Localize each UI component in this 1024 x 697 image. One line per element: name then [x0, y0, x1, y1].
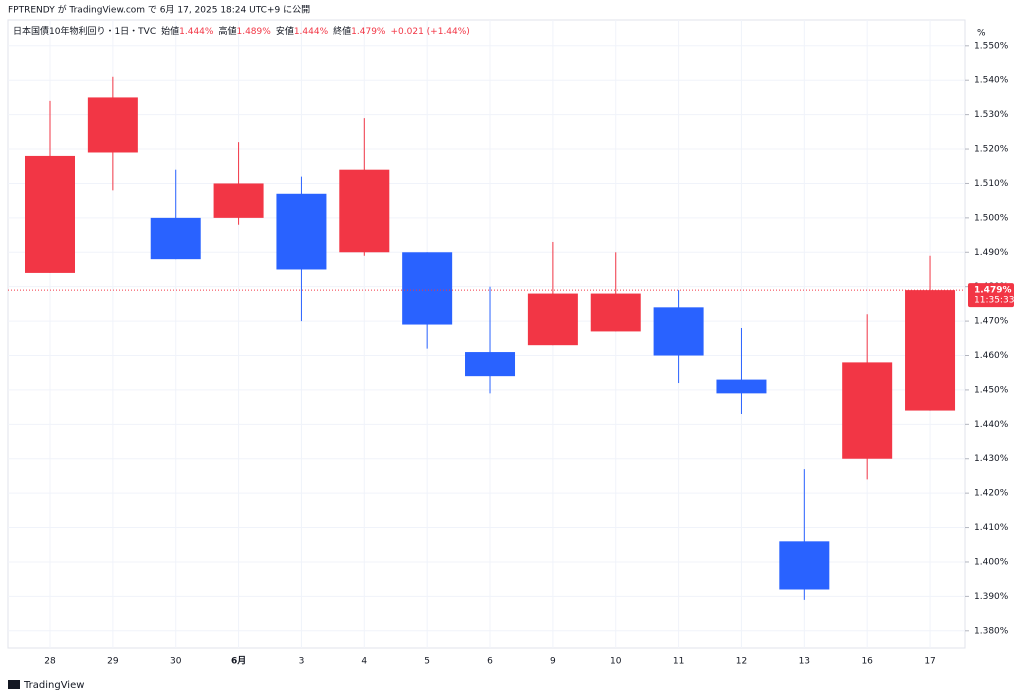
y-tick-label: 1.550% [974, 41, 1009, 51]
y-tick-label: 1.390% [974, 592, 1009, 602]
candle-body [213, 183, 264, 218]
candle [402, 252, 453, 349]
x-tick-label: 17 [924, 657, 935, 667]
x-tick-label: 30 [170, 657, 182, 667]
y-unit: % [977, 29, 986, 39]
grid [8, 20, 965, 648]
y-tick-label: 1.530% [974, 110, 1009, 120]
legend-label: 高値 [218, 25, 236, 37]
candle-body [590, 293, 641, 332]
y-tick-label: 1.440% [974, 420, 1009, 430]
x-tick-label: 28 [44, 657, 56, 667]
y-tick-label: 1.400% [974, 557, 1009, 567]
candle-body [465, 352, 516, 377]
candle [150, 169, 201, 260]
legend-label: 安値 [276, 25, 294, 37]
x-tick-label: 3 [299, 657, 305, 667]
candle-body [339, 169, 390, 253]
legend-label: 始値 [161, 25, 179, 37]
candle [465, 286, 516, 394]
x-tick-label: 12 [736, 657, 747, 667]
candle-body [653, 307, 704, 356]
candle-body [842, 362, 893, 459]
legend-label: 終値 [333, 25, 351, 37]
x-tick-label: 29 [107, 657, 119, 667]
candle [87, 76, 138, 191]
candle-body [779, 541, 830, 590]
legend: 日本国債10年物利回り・1日・TVC 始値1.444% 高値1.489% 安値1.44… [13, 25, 470, 37]
legend-title: 日本国債10年物利回り・1日・TVC [13, 25, 156, 37]
legend-value: 1.479% [351, 27, 386, 37]
legend-value: 1.489% [236, 27, 271, 37]
x-tick-label: 6 [487, 657, 493, 667]
y-tick-label: 1.490% [974, 248, 1009, 258]
candle-body [402, 252, 453, 325]
candle [905, 255, 956, 411]
y-tick-label: 1.380% [974, 626, 1009, 636]
candle [213, 142, 264, 225]
legend-change: +0.021 (+1.44%) [391, 27, 470, 37]
footer-logo: TradingView [8, 680, 84, 691]
candle-body [527, 293, 578, 346]
candle-body [716, 379, 767, 394]
candle [716, 327, 767, 415]
x-tick-label: 13 [799, 657, 810, 667]
y-tick-label: 1.430% [974, 454, 1009, 464]
x-tick-label: 4 [361, 657, 367, 667]
candle-body [25, 155, 75, 273]
last-price-box [968, 283, 1014, 308]
candle [653, 290, 704, 384]
y-tick-label: 1.520% [974, 145, 1009, 155]
candle-body [150, 217, 201, 260]
candle-body [905, 290, 956, 411]
footer-brand: TradingView [23, 680, 84, 691]
last-price-label: 1.479% [974, 286, 1012, 296]
x-tick-label: 6月 [231, 656, 246, 667]
legend-value: 1.444% [294, 27, 329, 37]
y-tick-label: 1.510% [974, 179, 1009, 189]
x-tick-label: 11 [673, 657, 684, 667]
candle-body [87, 97, 138, 153]
x-tick-label: 16 [861, 657, 873, 667]
y-tick-label: 1.420% [974, 489, 1009, 499]
y-tick-label: 1.460% [974, 351, 1009, 361]
candle [25, 100, 75, 273]
candle [527, 241, 578, 346]
y-tick-label: 1.470% [974, 317, 1009, 327]
x-tick-label: 5 [424, 657, 430, 667]
publisher: FPTRENDY が TradingView.com で 6月 17, 2025… [8, 4, 310, 16]
candle [276, 176, 327, 322]
y-tick-label: 1.500% [974, 213, 1009, 223]
candle [339, 118, 390, 256]
countdown: 11:35:33 [974, 296, 1014, 306]
legend-value: 1.444% [179, 27, 214, 37]
candle [590, 252, 641, 332]
y-tick-label: 1.540% [974, 76, 1009, 86]
x-tick-label: 10 [610, 657, 622, 667]
y-tick-label: 1.410% [974, 523, 1009, 533]
candle [842, 314, 893, 480]
x-tick-label: 9 [550, 657, 556, 667]
candle-body [276, 193, 327, 270]
y-tick-label: 1.450% [974, 385, 1009, 395]
candle [779, 469, 830, 600]
